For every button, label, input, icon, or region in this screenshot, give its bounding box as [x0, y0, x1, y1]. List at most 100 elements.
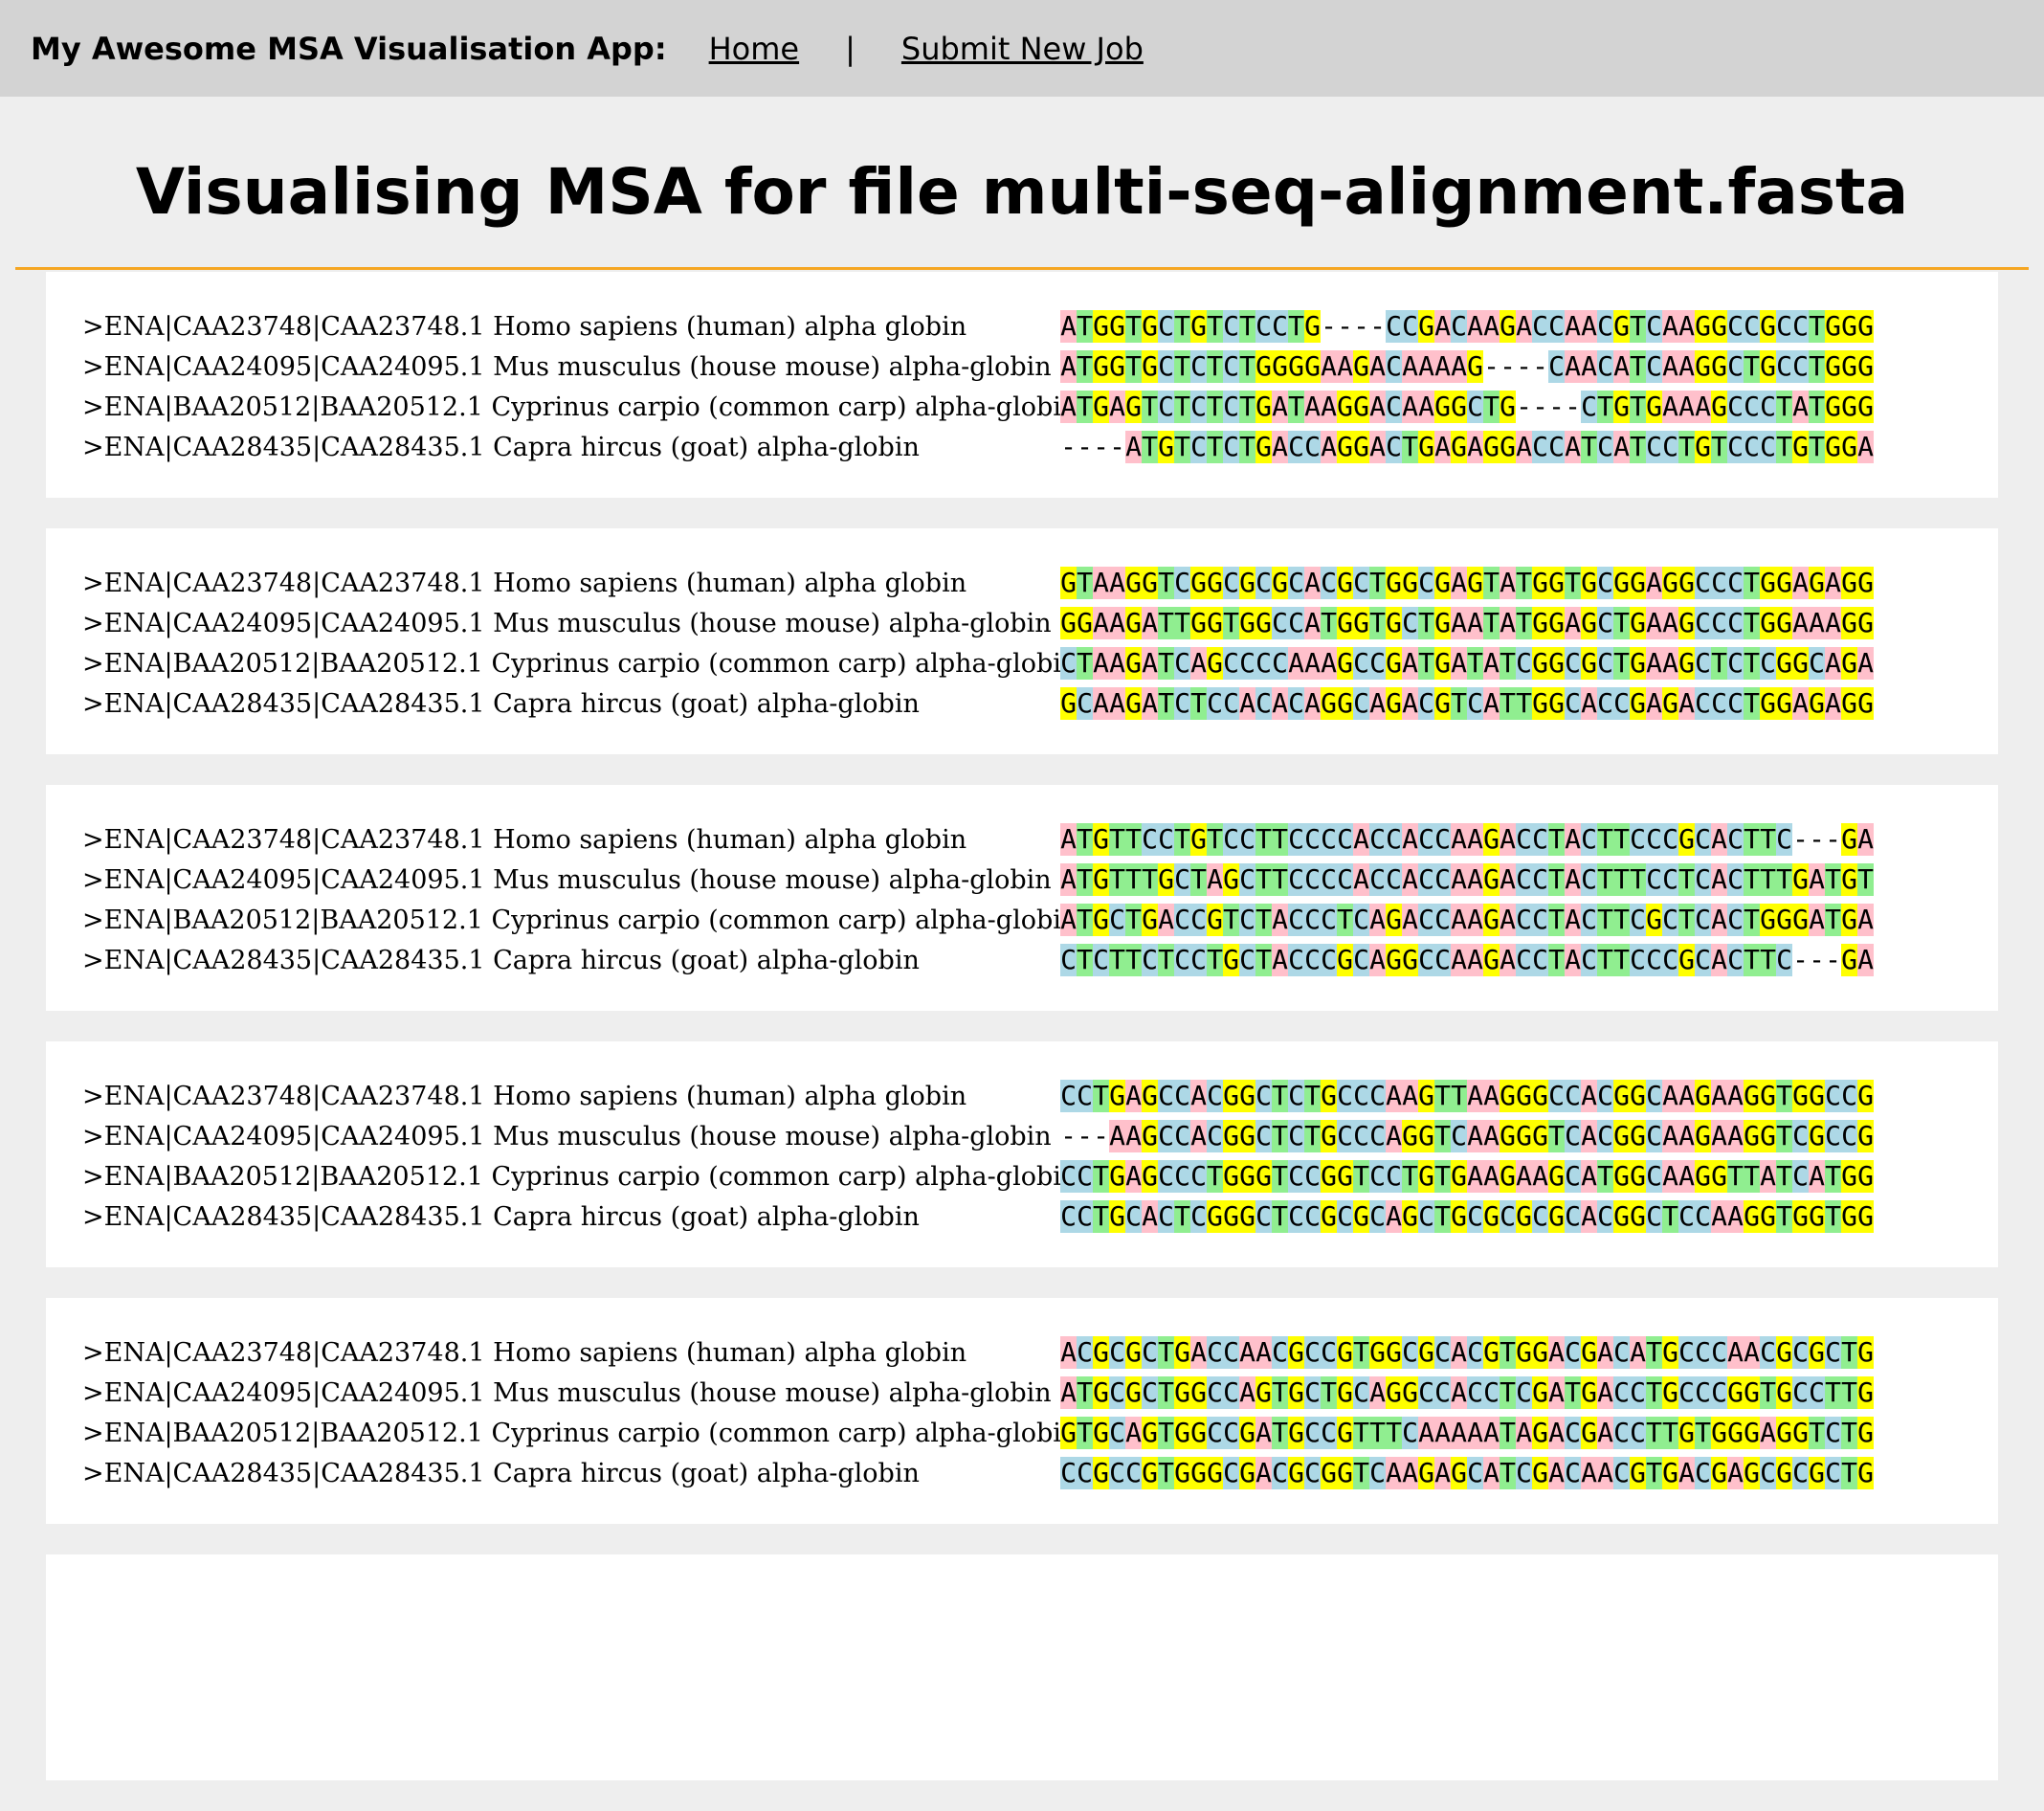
residue: A	[1321, 431, 1337, 463]
residue: C	[1760, 1457, 1776, 1489]
residue: A	[1402, 823, 1418, 856]
residue: -	[1060, 1120, 1077, 1152]
residue: A	[1272, 687, 1288, 720]
residue: C	[1174, 944, 1190, 976]
residue: G	[1353, 350, 1369, 383]
residue: C	[1630, 823, 1646, 856]
sequence-row: >ENA|CAA24095|CAA24095.1 Mus musculus (h…	[82, 860, 1998, 900]
residue: C	[1288, 607, 1304, 639]
residue: C	[1272, 647, 1288, 680]
residue: C	[1646, 944, 1662, 976]
residue: C	[1532, 310, 1548, 343]
residue: A	[1467, 904, 1483, 936]
residue: T	[1744, 1160, 1760, 1193]
residue: G	[1613, 567, 1630, 599]
residue: C	[1321, 1336, 1337, 1369]
residue: G	[1532, 1417, 1548, 1449]
residue: C	[1695, 1336, 1711, 1369]
residue: C	[1174, 647, 1190, 680]
residue: G	[1239, 1417, 1255, 1449]
residue: G	[1662, 567, 1678, 599]
residue: T	[1776, 863, 1792, 896]
residue: C	[1369, 1160, 1386, 1193]
residue: A	[1581, 350, 1597, 383]
submit-new-job-link[interactable]: Submit New Job	[900, 30, 1144, 67]
residue: T	[1776, 1200, 1792, 1233]
residue: C	[1662, 944, 1678, 976]
residue: A	[1125, 431, 1142, 463]
residue: C	[1760, 647, 1776, 680]
residue: T	[1418, 607, 1434, 639]
residue: G	[1516, 1120, 1532, 1152]
residue: G	[1451, 1200, 1467, 1233]
residue: T	[1744, 944, 1760, 976]
residue: A	[1451, 1336, 1467, 1369]
residue: A	[1142, 1200, 1158, 1233]
residue: G	[1337, 687, 1353, 720]
residue: G	[1402, 1376, 1418, 1409]
residue: -	[1825, 823, 1841, 856]
residue: G	[1776, 904, 1792, 936]
residue: C	[1223, 1336, 1239, 1369]
residue: C	[1467, 391, 1483, 423]
residue: C	[1337, 863, 1353, 896]
residue: A	[1125, 1120, 1142, 1152]
residue: T	[1630, 863, 1646, 896]
residue: C	[1418, 687, 1434, 720]
residue: T	[1451, 1080, 1467, 1112]
residue: A	[1565, 350, 1581, 383]
residue: G	[1223, 1120, 1239, 1152]
residue: A	[1662, 310, 1678, 343]
residue: C	[1630, 944, 1646, 976]
residue: C	[1321, 1417, 1337, 1449]
residue: C	[1207, 1336, 1223, 1369]
residue: A	[1369, 687, 1386, 720]
residue: C	[1239, 944, 1255, 976]
residue: G	[1630, 567, 1646, 599]
app-brand: My Awesome MSA Visualisation App:	[31, 30, 667, 67]
sequence-row: >ENA|BAA20512|BAA20512.1 Cyprinus carpio…	[82, 900, 1998, 940]
residue: G	[1207, 647, 1223, 680]
residue: A	[1646, 567, 1662, 599]
residue: C	[1174, 1080, 1190, 1112]
residue: A	[1857, 431, 1874, 463]
home-link[interactable]: Home	[708, 30, 800, 67]
residue: G	[1239, 607, 1255, 639]
residue: G	[1760, 687, 1776, 720]
residue: G	[1402, 1200, 1418, 1233]
residue: A	[1825, 687, 1841, 720]
residue: A	[1467, 1160, 1483, 1193]
residue: G	[1125, 687, 1142, 720]
residue: G	[1109, 1080, 1125, 1112]
residue: G	[1239, 1160, 1255, 1193]
residue: G	[1418, 1120, 1434, 1152]
residue: A	[1646, 687, 1662, 720]
residue: A	[1760, 1160, 1776, 1193]
residue: G	[1321, 1200, 1337, 1233]
residue: C	[1060, 1457, 1077, 1489]
residue: G	[1207, 1457, 1223, 1489]
residue: C	[1353, 1080, 1369, 1112]
residue: C	[1060, 647, 1077, 680]
residue: C	[1207, 1417, 1223, 1449]
residue: G	[1500, 431, 1516, 463]
residue: A	[1483, 1120, 1500, 1152]
residue: A	[1402, 687, 1418, 720]
residue: A	[1581, 1120, 1597, 1152]
residue: A	[1060, 1336, 1077, 1369]
residue: G	[1142, 310, 1158, 343]
residue: A	[1581, 1160, 1597, 1193]
residue: A	[1093, 567, 1109, 599]
residue: C	[1369, 647, 1386, 680]
residue: C	[1695, 944, 1711, 976]
residue: C	[1158, 1120, 1174, 1152]
residue: T	[1597, 944, 1613, 976]
residue: C	[1109, 1457, 1125, 1489]
residue: A	[1581, 1457, 1597, 1489]
residue: T	[1158, 1417, 1174, 1449]
residue: T	[1500, 1376, 1516, 1409]
residue: T	[1093, 1200, 1109, 1233]
